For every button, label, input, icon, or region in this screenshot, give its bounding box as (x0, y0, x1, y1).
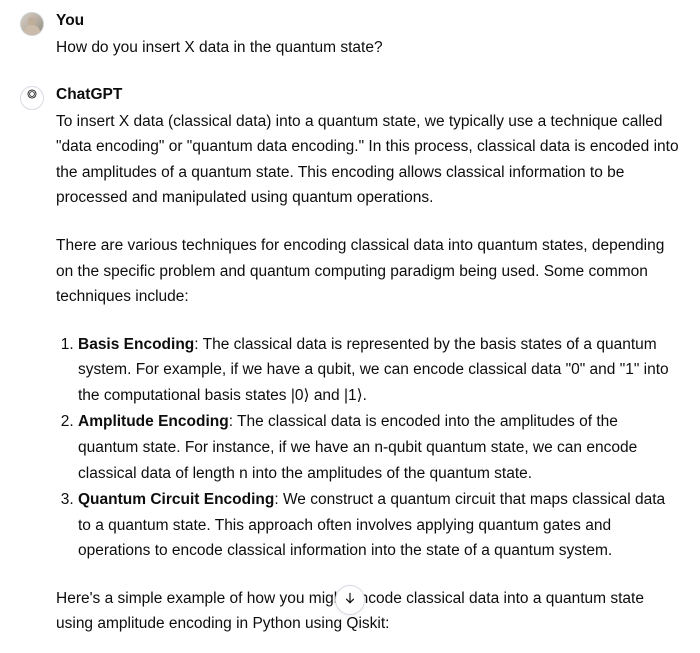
assistant-message: ChatGPT To insert X data (classical data… (20, 86, 680, 637)
user-avatar (20, 12, 44, 36)
user-sender-label: You (56, 12, 680, 31)
scroll-to-bottom-button[interactable] (335, 585, 365, 615)
openai-logo-icon (24, 88, 40, 109)
list-item-title: Basis Encoding (78, 336, 194, 353)
list-item: Amplitude Encoding: The classical data i… (78, 409, 680, 486)
list-item: Quantum Circuit Encoding: We construct a… (78, 487, 680, 564)
list-item: Basis Encoding: The classical data is re… (78, 332, 680, 409)
assistant-content: To insert X data (classical data) into a… (56, 109, 680, 637)
list-item-title: Quantum Circuit Encoding (78, 491, 274, 508)
assistant-message-body: ChatGPT To insert X data (classical data… (56, 86, 680, 637)
user-message-body: You How do you insert X data in the quan… (56, 12, 680, 60)
arrow-down-icon (343, 591, 357, 610)
chat-thread: You How do you insert X data in the quan… (0, 0, 700, 653)
list-item-title: Amplitude Encoding (78, 413, 229, 430)
assistant-paragraph-2: There are various techniques for encodin… (56, 233, 680, 310)
assistant-paragraph-3: Here's a simple example of how you might… (56, 586, 680, 637)
user-message: You How do you insert X data in the quan… (20, 12, 680, 60)
assistant-avatar (20, 86, 44, 110)
encoding-list: Basis Encoding: The classical data is re… (56, 332, 680, 564)
user-question-text: How do you insert X data in the quantum … (56, 35, 680, 61)
assistant-paragraph-1: To insert X data (classical data) into a… (56, 109, 680, 211)
assistant-sender-label: ChatGPT (56, 86, 680, 105)
